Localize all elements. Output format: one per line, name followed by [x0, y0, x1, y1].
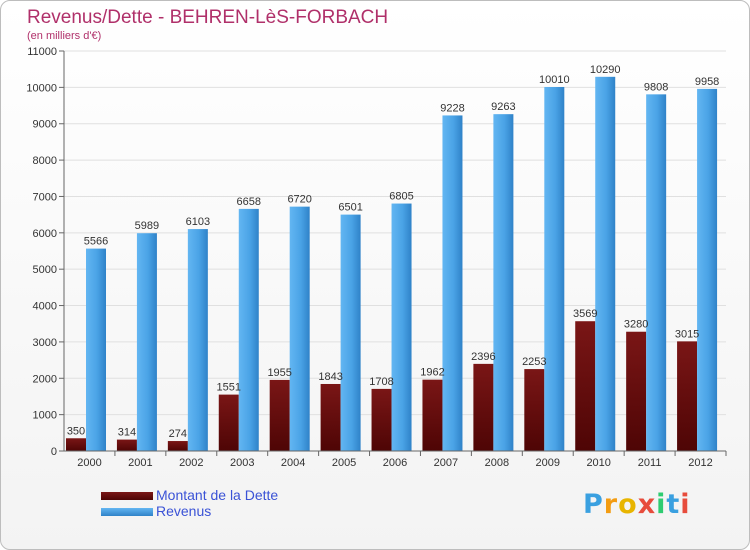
- chart-subtitle: (en milliers d'€): [27, 30, 102, 42]
- bar-revenus: [442, 115, 463, 451]
- bar-revenus: [391, 203, 412, 451]
- data-label-dette: 1551: [217, 382, 241, 394]
- bar-revenus: [86, 248, 106, 451]
- logo-letter: P: [583, 489, 604, 520]
- bar-revenus: [595, 76, 616, 452]
- data-label-dette: 1843: [318, 371, 342, 383]
- data-label-revenus: 10010: [539, 74, 570, 86]
- x-tick-label: 2000: [77, 457, 101, 469]
- bar-dette: [575, 321, 596, 451]
- x-tick-label: 2003: [230, 457, 254, 469]
- y-tick-label: 10000: [26, 82, 57, 94]
- bar-dette: [524, 369, 545, 451]
- y-tick-label: 1000: [33, 410, 57, 422]
- x-tick-label: 2004: [281, 457, 305, 469]
- bar-dette: [677, 341, 698, 451]
- data-label-dette: 3569: [573, 308, 597, 320]
- legend-swatch-dette: [101, 492, 153, 500]
- bar-revenus: [340, 214, 361, 451]
- logo-letter: t: [666, 489, 681, 520]
- bar-revenus: [136, 233, 157, 451]
- data-label-revenus: 6720: [287, 194, 311, 206]
- chart-title: Revenus/Dette - BEHREN-LèS-FORBACH: [27, 7, 389, 28]
- bar-dette: [473, 363, 494, 451]
- y-tick-label: 7000: [33, 191, 57, 203]
- x-tick-label: 2012: [688, 457, 712, 469]
- y-tick-label: 6000: [33, 228, 57, 240]
- proxiti-logo: Proxiti: [583, 489, 691, 520]
- bar-revenus: [493, 114, 514, 451]
- logo-letter: o: [618, 489, 638, 520]
- x-tick-label: 2001: [128, 457, 152, 469]
- logo-letter: x: [637, 489, 657, 520]
- data-label-revenus: 5566: [84, 236, 108, 248]
- logo-letter: i: [656, 489, 667, 520]
- y-tick-label: 2000: [33, 373, 57, 385]
- y-tick-label: 8000: [33, 155, 57, 167]
- data-label-revenus: 9228: [440, 102, 464, 114]
- bar-dette: [320, 383, 341, 451]
- data-label-dette: 3015: [675, 328, 699, 340]
- bar-dette: [167, 441, 188, 451]
- logo-letter: i: [680, 489, 691, 520]
- bar-revenus: [646, 94, 667, 451]
- data-label-revenus: 6501: [338, 202, 362, 214]
- bar-revenus: [289, 206, 310, 451]
- bar-dette: [66, 438, 86, 451]
- y-tick-label: 0: [51, 446, 57, 458]
- y-tick-label: 11000: [27, 46, 57, 58]
- data-label-revenus: 10290: [590, 64, 621, 76]
- data-label-revenus: 9958: [695, 76, 719, 88]
- data-label-revenus: 6658: [237, 196, 261, 208]
- y-tick-label: 3000: [33, 337, 57, 349]
- bar-revenus: [238, 208, 259, 451]
- x-tick-label: 2010: [586, 457, 610, 469]
- bar-dette: [371, 388, 392, 451]
- data-label-dette: 1962: [420, 367, 444, 379]
- data-label-dette: 1708: [369, 376, 393, 388]
- x-tick-label: 2009: [536, 457, 560, 469]
- bar-revenus: [544, 87, 565, 451]
- x-tick-label: 2002: [179, 457, 203, 469]
- x-tick-label: 2006: [383, 457, 407, 469]
- data-label-revenus: 5989: [135, 220, 159, 232]
- bar-revenus: [187, 229, 208, 451]
- bar-dette: [218, 394, 239, 451]
- logo-letter: r: [603, 489, 619, 520]
- x-tick-label: 2011: [638, 457, 662, 469]
- data-label-dette: 1955: [267, 367, 291, 379]
- x-tick-label: 2008: [485, 457, 509, 469]
- bar-revenus: [697, 88, 718, 452]
- bar-dette: [422, 379, 443, 451]
- data-label-dette: 350: [67, 425, 85, 437]
- y-tick-label: 4000: [33, 301, 57, 313]
- data-label-revenus: 9263: [491, 101, 515, 113]
- data-label-revenus: 9808: [644, 81, 668, 93]
- x-tick-label: 2007: [434, 457, 458, 469]
- data-label-revenus: 6103: [186, 216, 210, 228]
- legend-label-revenus: Revenus: [156, 503, 212, 519]
- y-tick-label: 9000: [33, 119, 57, 131]
- x-tick-label: 2005: [332, 457, 356, 469]
- legend-swatch-revenus: [101, 508, 153, 516]
- bar-dette: [116, 439, 137, 451]
- data-label-dette: 314: [118, 427, 136, 439]
- data-label-dette: 274: [169, 428, 187, 440]
- data-label-dette: 2253: [522, 356, 546, 368]
- data-label-dette: 3280: [624, 319, 648, 331]
- legend-label-dette: Montant de la Dette: [156, 487, 279, 503]
- y-tick-label: 5000: [33, 264, 57, 276]
- data-label-revenus: 6805: [389, 191, 413, 203]
- data-label-dette: 2396: [471, 351, 495, 363]
- bar-dette: [269, 379, 290, 451]
- bar-dette: [626, 331, 647, 451]
